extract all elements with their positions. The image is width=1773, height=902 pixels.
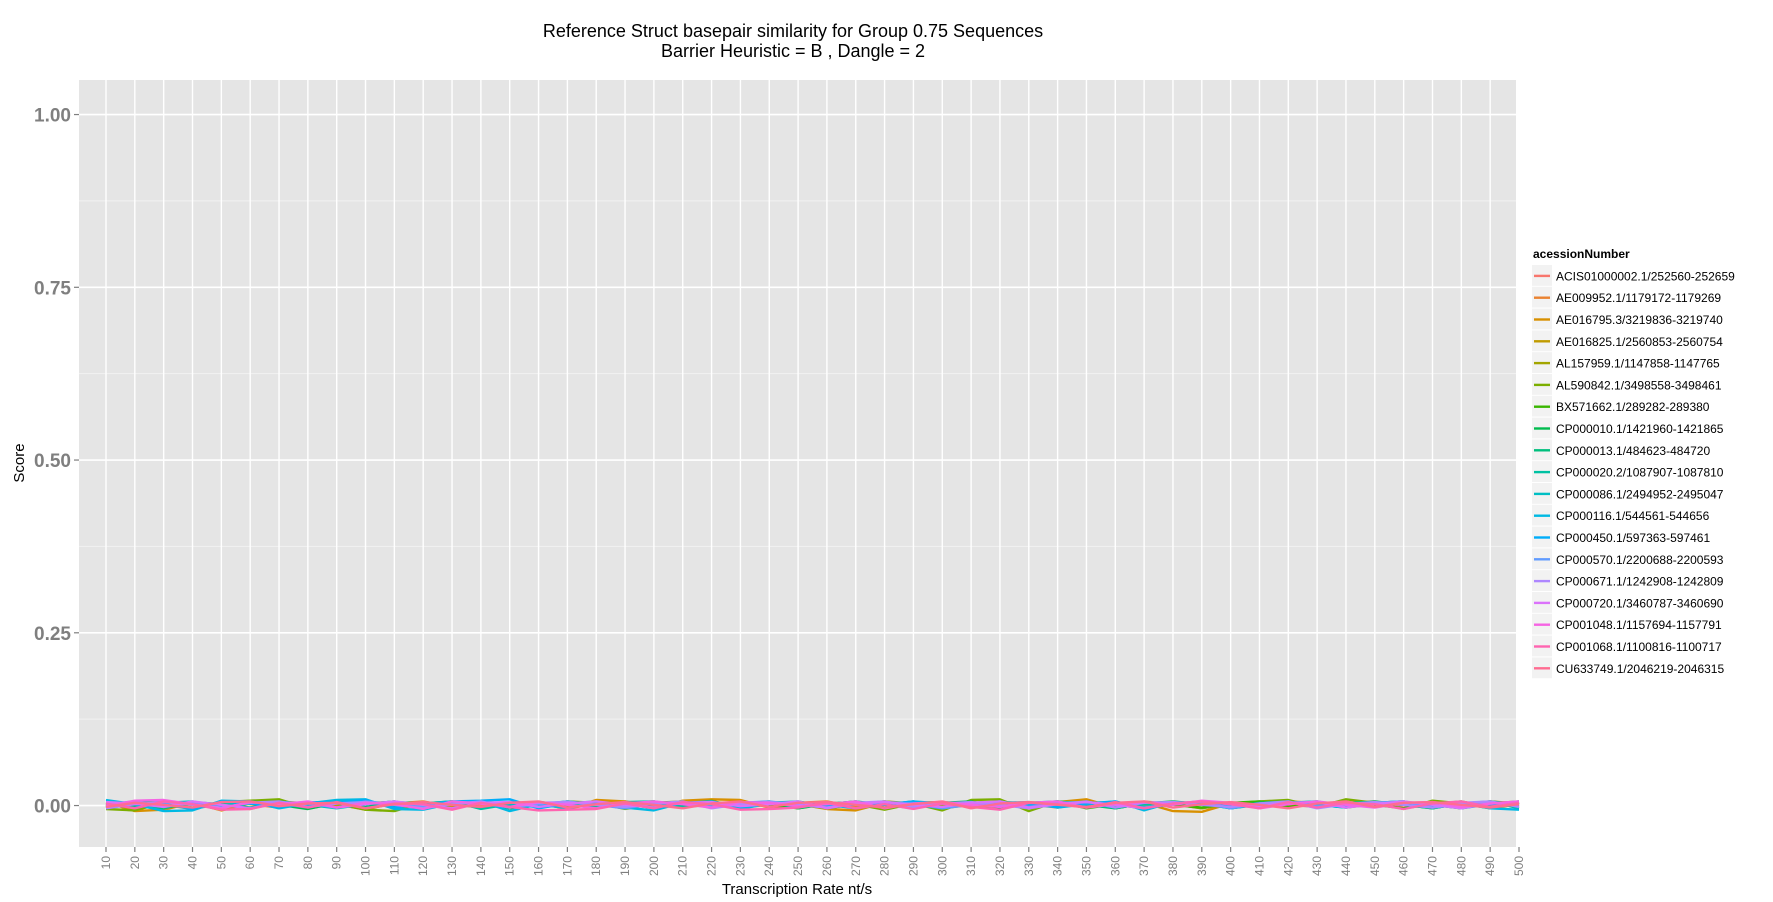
x-tick-label: 390 <box>1195 856 1209 876</box>
legend-label: CP000570.1/2200688-2200593 <box>1556 553 1724 567</box>
y-tick-label: 0.75 <box>34 278 71 299</box>
x-tick-label: 220 <box>705 856 719 876</box>
legend-label: CP000671.1/1242908-1242809 <box>1556 575 1724 589</box>
y-axis: 0.00 0.25 0.50 0.75 1.00 <box>34 106 79 818</box>
legend-label: CP000116.1/544561-544656 <box>1556 509 1710 523</box>
x-tick-label: 300 <box>935 856 949 876</box>
x-axis-label: Transcription Rate nt/s <box>722 881 872 898</box>
x-tick-label: 150 <box>503 856 517 876</box>
x-tick-label: 130 <box>445 856 459 876</box>
y-tick-label: 0.50 <box>34 451 71 472</box>
x-tick-label: 100 <box>359 856 373 876</box>
x-tick-label: 440 <box>1339 856 1353 876</box>
legend-label: ACIS01000002.1/252560-252659 <box>1556 269 1735 283</box>
y-tick-label: 1.00 <box>34 106 71 127</box>
x-tick-label: 260 <box>820 856 834 876</box>
x-tick-label: 60 <box>243 856 257 870</box>
y-axis-label: Score <box>11 443 28 482</box>
x-tick-label: 430 <box>1310 856 1324 876</box>
x-tick-label: 420 <box>1281 856 1295 876</box>
legend-label: CP000720.1/3460787-3460690 <box>1556 596 1724 610</box>
x-tick-label: 320 <box>993 856 1007 876</box>
x-tick-label: 210 <box>676 856 690 876</box>
legend-label: BX571662.1/289282-289380 <box>1556 400 1710 414</box>
legend-label: CP000013.1/484623-484720 <box>1556 444 1710 458</box>
x-tick-label: 70 <box>272 856 286 870</box>
legend-title: acessionNumber <box>1533 247 1630 261</box>
x-tick-label: 120 <box>416 856 430 876</box>
x-tick-label: 270 <box>849 856 863 876</box>
x-tick-label: 30 <box>157 856 171 870</box>
legend: acessionNumber ACIS01000002.1/252560-252… <box>1532 247 1735 679</box>
x-tick-label: 350 <box>1079 856 1093 876</box>
x-tick-label: 500 <box>1512 856 1526 876</box>
legend-label: CP001068.1/1100816-1100717 <box>1556 640 1722 654</box>
legend-label: CP000020.2/1087907-1087810 <box>1556 466 1724 480</box>
legend-label: AE009952.1/1179172-1179269 <box>1556 291 1721 305</box>
grid-lines <box>79 80 1520 847</box>
x-tick-label: 470 <box>1425 856 1439 876</box>
x-tick-label: 90 <box>330 856 344 870</box>
x-tick-label: 360 <box>1108 856 1122 876</box>
x-tick-label: 80 <box>301 856 315 870</box>
legend-label: CU633749.1/2046219-2046315 <box>1556 662 1724 676</box>
y-tick-label: 0.25 <box>34 624 71 645</box>
x-tick-label: 400 <box>1224 856 1238 876</box>
x-tick-label: 460 <box>1397 856 1411 876</box>
x-tick-label: 50 <box>214 856 228 870</box>
x-tick-label: 10 <box>99 856 113 870</box>
x-tick-label: 200 <box>647 856 661 876</box>
x-tick-label: 370 <box>1137 856 1151 876</box>
x-tick-label: 280 <box>878 856 892 876</box>
x-tick-label: 180 <box>589 856 603 876</box>
legend-label: AE016825.1/2560853-2560754 <box>1556 335 1723 349</box>
x-tick-label: 480 <box>1454 856 1468 876</box>
legend-label: AE016795.3/3219836-3219740 <box>1556 313 1723 327</box>
x-axis: 10 20 30 40 50 60 70 80 90 100 110 120 130 140 150 160 1… <box>99 847 1526 876</box>
x-tick-label: 490 <box>1483 856 1497 876</box>
x-tick-label: 340 <box>1051 856 1065 876</box>
chart-title: Reference Struct basepair similarity for… <box>543 21 1043 41</box>
x-tick-label: 190 <box>618 856 632 876</box>
x-tick-label: 170 <box>560 856 574 876</box>
x-tick-label: 160 <box>532 856 546 876</box>
legend-label: CP001048.1/1157694-1157791 <box>1556 618 1722 632</box>
y-tick-label: 0.00 <box>34 797 71 818</box>
x-tick-label: 40 <box>186 856 200 870</box>
x-tick-label: 450 <box>1368 856 1382 876</box>
legend-label: CP000010.1/1421960-1421865 <box>1556 422 1724 436</box>
x-tick-label: 230 <box>733 856 747 876</box>
x-tick-label: 380 <box>1166 856 1180 876</box>
x-tick-label: 290 <box>906 856 920 876</box>
x-tick-label: 250 <box>791 856 805 876</box>
x-tick-label: 310 <box>964 856 978 876</box>
x-tick-label: 140 <box>474 856 488 876</box>
x-tick-label: 330 <box>1022 856 1036 876</box>
x-tick-label: 110 <box>387 856 401 875</box>
legend-label: AL590842.1/3498558-3498461 <box>1556 378 1722 392</box>
chart-subtitle: Barrier Heuristic = B , Dangle = 2 <box>661 41 925 61</box>
series-line-19 <box>105 800 1520 810</box>
legend-label: AL157959.1/1147858-1147765 <box>1556 357 1720 371</box>
x-tick-label: 240 <box>762 856 776 876</box>
x-tick-label: 410 <box>1252 856 1266 876</box>
legend-label: CP000450.1/597363-597461 <box>1556 531 1710 545</box>
legend-label: CP000086.1/2494952-2495047 <box>1556 487 1724 501</box>
x-tick-label: 20 <box>128 856 142 870</box>
series-layer <box>105 798 1520 813</box>
